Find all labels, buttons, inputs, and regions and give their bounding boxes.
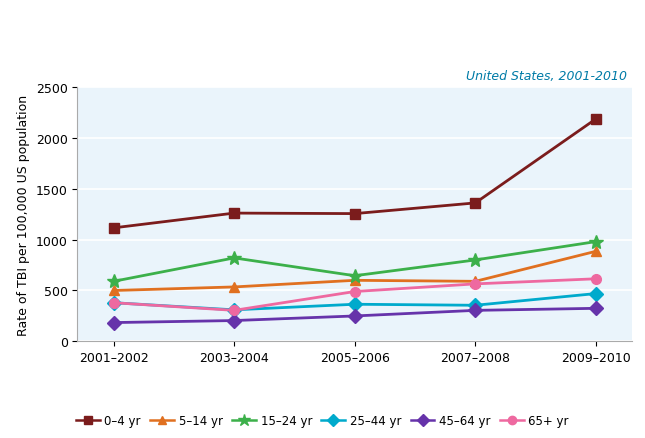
25–44 yr xyxy=(471,303,479,308)
15–24 yr xyxy=(110,279,117,284)
Text: Rates of TBI-Related Emergency Department Visits by Age Group: Rates of TBI-Related Emergency Departmen… xyxy=(1,19,644,60)
5–14 yr xyxy=(230,285,238,290)
65+ yr xyxy=(351,289,359,294)
15–24 yr xyxy=(230,256,238,261)
15–24 yr xyxy=(592,240,600,245)
5–14 yr xyxy=(110,288,117,293)
5–14 yr xyxy=(592,249,600,254)
15–24 yr xyxy=(471,258,479,263)
65+ yr xyxy=(230,308,238,313)
5–14 yr xyxy=(351,278,359,283)
45–64 yr xyxy=(110,320,117,325)
Legend: 0–4 yr, 5–14 yr, 15–24 yr, 25–44 yr, 45–64 yr, 65+ yr: 0–4 yr, 5–14 yr, 15–24 yr, 25–44 yr, 45–… xyxy=(72,410,573,432)
0–4 yr xyxy=(471,201,479,206)
25–44 yr xyxy=(351,302,359,307)
Line: 45–64 yr: 45–64 yr xyxy=(109,304,600,328)
45–64 yr xyxy=(592,306,600,311)
45–64 yr xyxy=(351,314,359,319)
Text: United States, 2001-2010: United States, 2001-2010 xyxy=(466,70,626,82)
65+ yr xyxy=(592,276,600,282)
65+ yr xyxy=(110,300,117,306)
Line: 0–4 yr: 0–4 yr xyxy=(109,115,600,233)
45–64 yr xyxy=(471,308,479,313)
0–4 yr xyxy=(592,117,600,122)
0–4 yr xyxy=(110,226,117,231)
65+ yr xyxy=(471,282,479,287)
15–24 yr xyxy=(351,273,359,279)
Line: 15–24 yr: 15–24 yr xyxy=(106,235,603,289)
45–64 yr xyxy=(230,318,238,323)
Line: 25–44 yr: 25–44 yr xyxy=(109,289,600,315)
Line: 65+ yr: 65+ yr xyxy=(109,274,600,315)
25–44 yr xyxy=(230,307,238,313)
0–4 yr xyxy=(230,211,238,216)
25–44 yr xyxy=(592,291,600,297)
Y-axis label: Rate of TBI per 100,000 US population: Rate of TBI per 100,000 US population xyxy=(17,94,30,335)
0–4 yr xyxy=(351,212,359,217)
Line: 5–14 yr: 5–14 yr xyxy=(109,247,600,296)
5–14 yr xyxy=(471,279,479,284)
25–44 yr xyxy=(110,300,117,306)
